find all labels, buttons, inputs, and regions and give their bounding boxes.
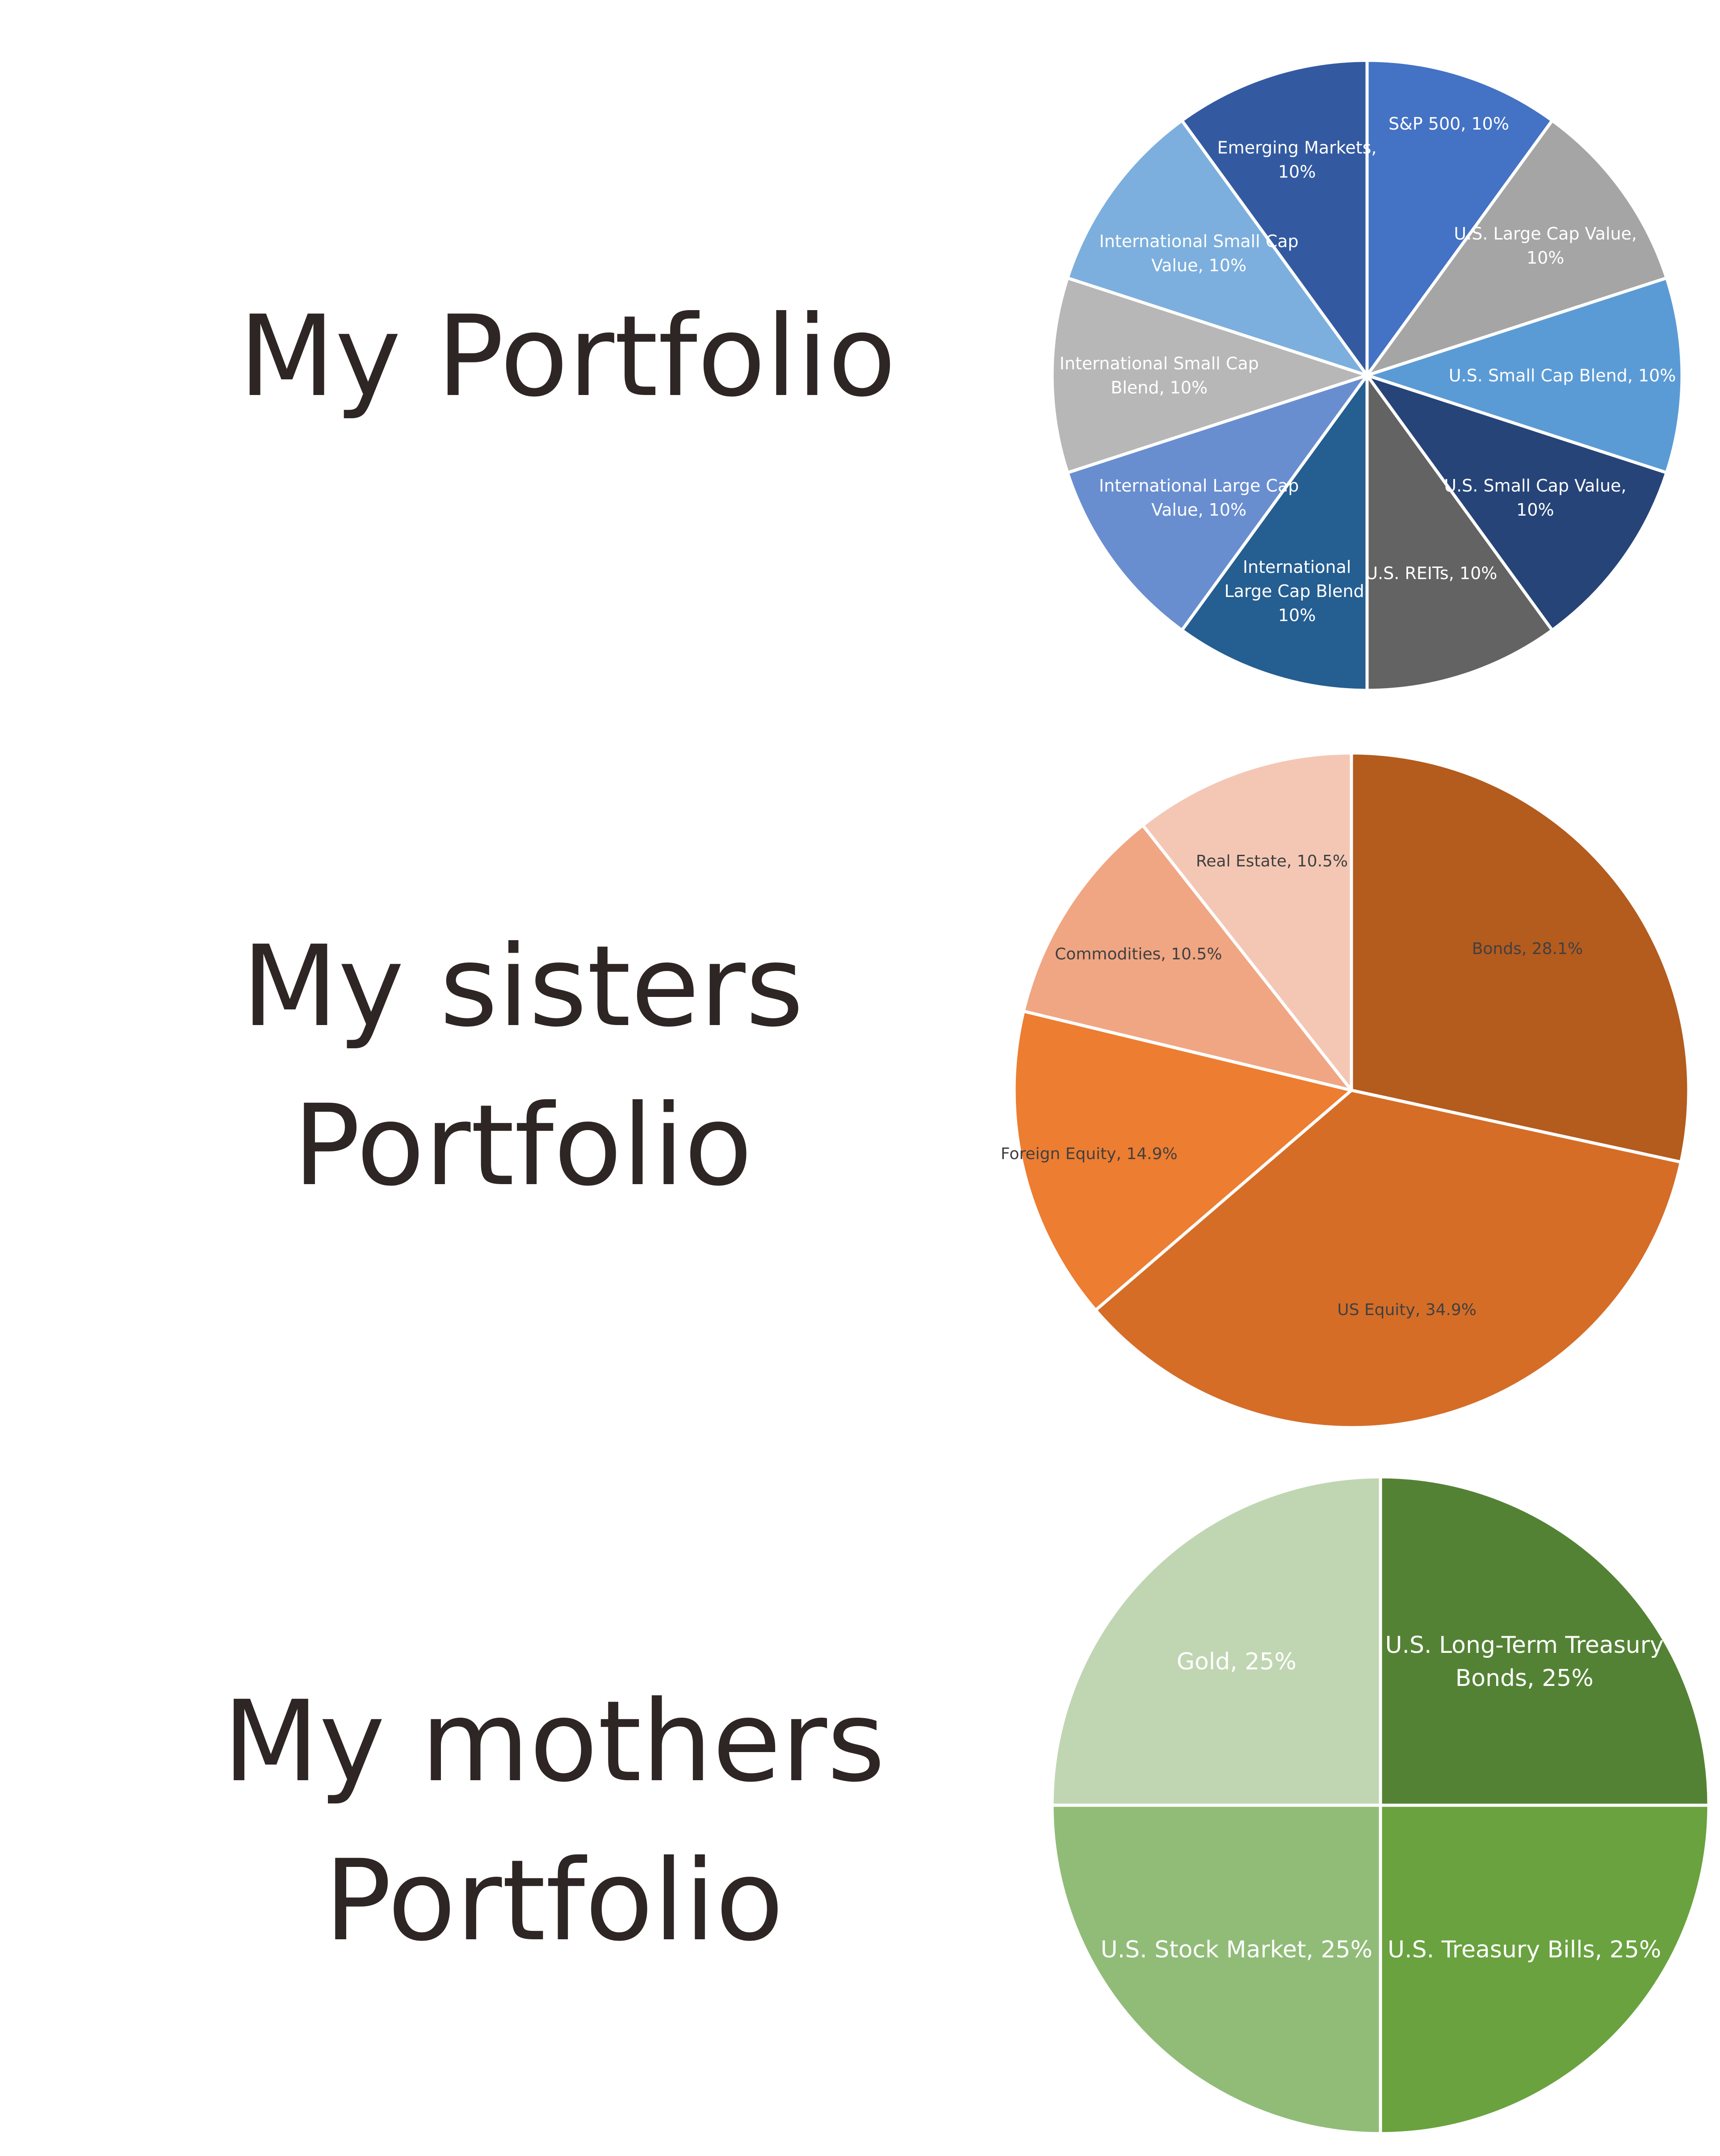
slice-label-line: 10% — [1516, 500, 1554, 520]
title-line: Portfolio — [293, 1080, 753, 1210]
pie-slice — [1180, 374, 1369, 692]
slice-label: U.S. Treasury Bills, 25% — [1388, 1936, 1661, 1963]
slice-label: U.S. Large Cap Value, 10% — [1454, 224, 1637, 268]
pie-slice — [1365, 59, 1554, 377]
slice-label-line: International — [1243, 557, 1351, 577]
pie-chart-sisters-portfolio: Bonds, 28.1% US Equity, 34.9% Foreign Equi… — [1001, 751, 1691, 1429]
portfolio-title-mother: My mothers Portfolio — [174, 1662, 934, 1980]
slice-label: U.S. Long-Term Treasury Bonds, 25% — [1385, 1632, 1663, 1692]
slice-label-line: International Small Cap — [1099, 231, 1299, 251]
slice-label: International Large Cap Value, 10% — [1099, 476, 1299, 520]
slice-label: International Small Cap Value, 10% — [1099, 231, 1299, 275]
slice-label-line: Value, 10% — [1151, 500, 1246, 520]
pie-slice — [1050, 1803, 1382, 2135]
slice-label-line: International Small Cap — [1060, 353, 1259, 373]
pie-slice — [1066, 119, 1369, 377]
slice-label-line: Commodities, 10.5% — [1055, 945, 1222, 963]
slice-label: U.S. Stock Market, 25% — [1101, 1936, 1373, 1963]
slice-label-line: Large Cap Blend, — [1224, 581, 1369, 601]
slice-label-line: U.S. Large Cap Value, — [1454, 224, 1637, 244]
pie-slice — [1379, 1803, 1711, 2135]
pie-slice — [1066, 374, 1369, 632]
pie-chart-mothers-portfolio: U.S. Long-Term Treasury Bonds, 25% U.S. Tr… — [1050, 1475, 1711, 2135]
pie-slice — [1180, 59, 1369, 377]
slice-label-line: Bonds, 25% — [1456, 1665, 1594, 1692]
slice-label-line: 10% — [1278, 162, 1316, 182]
slice-label-line: U.S. Stock Market, 25% — [1101, 1936, 1373, 1963]
title-line: Portfolio — [324, 1836, 784, 1966]
slice-label: U.S. Small Cap Blend, 10% — [1449, 366, 1676, 385]
slice-label-line: U.S. Treasury Bills, 25% — [1388, 1936, 1661, 1963]
slice-label-line: Gold, 25% — [1177, 1648, 1296, 1675]
slice-label-line: Real Estate, 10.5% — [1196, 852, 1348, 870]
pie-slice — [1012, 1009, 1353, 1312]
pie-slice — [1379, 1475, 1711, 1807]
slice-label-line: 10% — [1278, 605, 1316, 625]
pie-chart-my-portfolio: S&P 500, 10%U.S. Large Cap Value, 10%U.S.… — [1050, 59, 1684, 692]
slice-label: Emerging Markets, 10% — [1217, 138, 1377, 182]
title-line: My Portfolio — [239, 291, 896, 421]
slice-label-line: Value, 10% — [1151, 256, 1246, 275]
slice-label-line: U.S. Small Cap Value, — [1444, 476, 1626, 496]
slice-label-line: US Equity, 34.9% — [1337, 1301, 1477, 1319]
slice-label-line: Bonds, 28.1% — [1472, 940, 1583, 958]
slice-label: Commodities, 10.5% — [1055, 945, 1222, 963]
slice-label: Real Estate, 10.5% — [1196, 852, 1348, 870]
pie-slice — [1050, 1475, 1382, 1807]
title-line: My mothers — [222, 1677, 885, 1807]
slice-label-line: U.S. Small Cap Blend, 10% — [1449, 366, 1676, 385]
slice-label: U.S. REITs, 10% — [1365, 563, 1497, 583]
pie-slice — [1094, 1089, 1683, 1429]
pie-slice — [1365, 374, 1554, 692]
pie-slice — [1050, 276, 1369, 475]
title-line: My sisters — [242, 921, 804, 1051]
slice-label: International Large Cap Blend, 10% — [1224, 557, 1369, 625]
slice-label: Gold, 25% — [1177, 1648, 1296, 1675]
pie-slice — [1365, 119, 1668, 377]
slice-label: S&P 500, 10% — [1389, 114, 1509, 134]
slice-label-line: U.S. REITs, 10% — [1365, 563, 1497, 583]
slice-label: Foreign Equity, 14.9% — [1001, 1145, 1178, 1163]
slice-label-line: Foreign Equity, 14.9% — [1001, 1145, 1178, 1163]
slice-label: International Small Cap Blend, 10% — [1060, 353, 1259, 397]
slice-label-line: S&P 500, 10% — [1389, 114, 1509, 134]
slice-label-line: Blend, 10% — [1111, 378, 1208, 397]
slice-label: U.S. Small Cap Value, 10% — [1444, 476, 1626, 520]
slice-label-line: Emerging Markets, — [1217, 138, 1377, 158]
slice-label: US Equity, 34.9% — [1337, 1301, 1477, 1319]
pie-slice — [1141, 751, 1353, 1092]
pie-slice — [1022, 824, 1353, 1092]
pie-slice — [1350, 751, 1691, 1164]
portfolio-title-mine: My Portfolio — [188, 277, 947, 436]
pie-slice — [1365, 374, 1668, 632]
pie-slice — [1365, 276, 1684, 475]
slice-label-line: International Large Cap — [1099, 476, 1299, 496]
slice-label-line: U.S. Long-Term Treasury — [1385, 1632, 1663, 1659]
slice-label-line: 10% — [1527, 248, 1564, 268]
portfolio-title-sister: My sisters Portfolio — [165, 907, 880, 1225]
slice-label: Bonds, 28.1% — [1472, 940, 1583, 958]
